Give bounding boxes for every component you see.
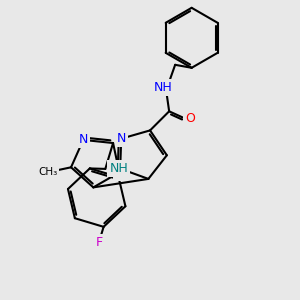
Text: NH: NH	[154, 81, 172, 94]
Text: S: S	[115, 166, 123, 179]
Text: N: N	[79, 134, 88, 146]
Text: F: F	[95, 236, 102, 249]
Text: N: N	[116, 132, 126, 145]
Text: CH₃: CH₃	[38, 167, 57, 177]
Text: NH: NH	[109, 162, 128, 175]
Text: O: O	[185, 112, 195, 125]
